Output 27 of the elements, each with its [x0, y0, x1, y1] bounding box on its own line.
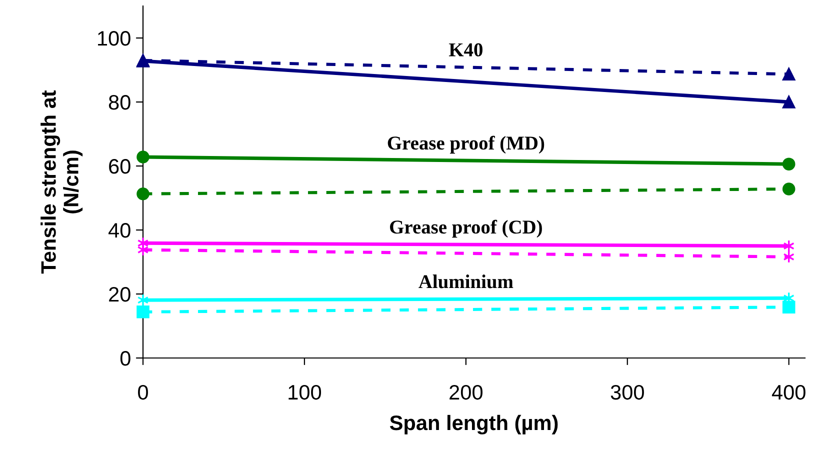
y-tick-label: 40: [108, 223, 130, 238]
x-tick-label: 100: [288, 384, 322, 400]
x-tick-label: 300: [610, 384, 644, 400]
point: [136, 187, 150, 200]
point: [137, 243, 149, 256]
point: [782, 96, 796, 108]
point: [137, 294, 149, 306]
point: [136, 150, 150, 164]
x-axis-title: Span length (µm): [390, 414, 558, 434]
point: [782, 182, 796, 196]
point: [782, 300, 796, 314]
series-label: K40: [448, 43, 482, 56]
y-tick-label: 80: [108, 95, 130, 110]
series-label: Grease proof (CD): [390, 220, 542, 238]
y-tick-label: 100: [98, 31, 130, 46]
x-tick-label: 200: [450, 384, 482, 400]
point: [136, 306, 150, 318]
point: [782, 68, 796, 81]
y-tick-label: 0: [120, 351, 130, 366]
point: [782, 158, 796, 170]
y-tick-label: 20: [109, 287, 130, 302]
y-tick-label: 60: [109, 159, 130, 174]
series-label: Grease proof (MD): [388, 136, 544, 154]
x-tick-label: 0: [138, 384, 148, 400]
series-label: Aluminium: [418, 274, 514, 288]
x-tick-label: 400: [772, 384, 806, 400]
y-axis-title: Tensile strength at (N/cm): [40, 90, 83, 274]
